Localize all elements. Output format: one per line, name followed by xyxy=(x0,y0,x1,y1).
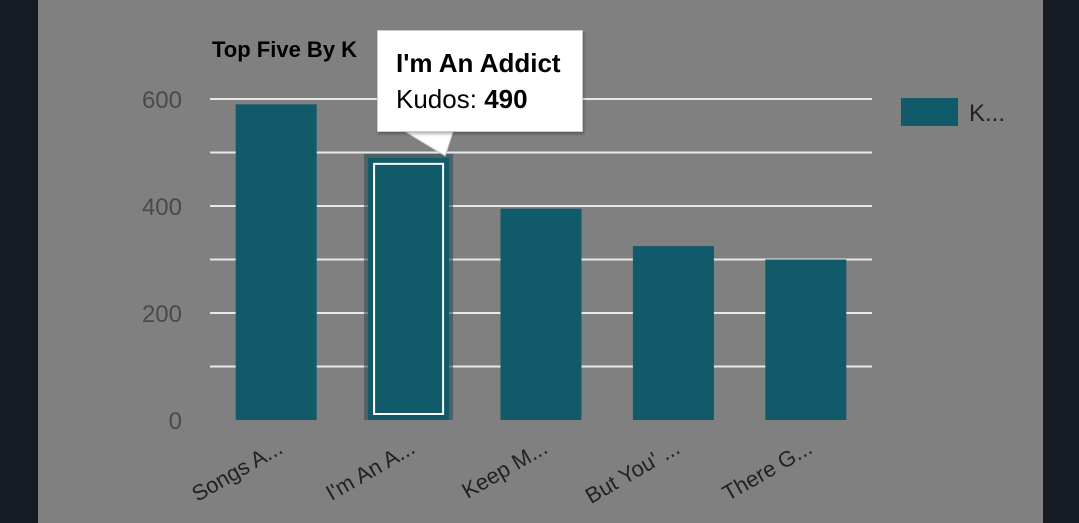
tooltip-title: I'm An Addict xyxy=(396,48,561,78)
bar-highlight-outline xyxy=(373,162,445,415)
y-tick-label: 0 xyxy=(169,408,182,435)
tooltip-value: 490 xyxy=(484,84,528,114)
y-tick-label: 400 xyxy=(142,194,182,221)
x-tick-label: There G... xyxy=(718,435,816,506)
x-tick-label: Keep M... xyxy=(457,435,551,504)
bar xyxy=(368,157,450,420)
tooltip-label: Kudos: xyxy=(396,84,477,114)
bar xyxy=(500,208,582,420)
bar xyxy=(765,259,847,420)
x-tick-label: I'm An A... xyxy=(321,435,419,506)
legend-label: K... xyxy=(969,100,1005,127)
bar xyxy=(632,246,714,420)
x-tick-label: But You' ... xyxy=(581,435,684,509)
tooltip: I'm An Addict Kudos: 490 xyxy=(377,30,583,132)
chart-title: Top Five By K xyxy=(212,37,357,62)
bar xyxy=(235,104,317,420)
y-tick-label: 600 xyxy=(142,87,182,114)
legend-swatch xyxy=(901,98,958,126)
x-tick-label: Songs A... xyxy=(187,435,286,507)
y-tick-label: 200 xyxy=(142,301,182,328)
